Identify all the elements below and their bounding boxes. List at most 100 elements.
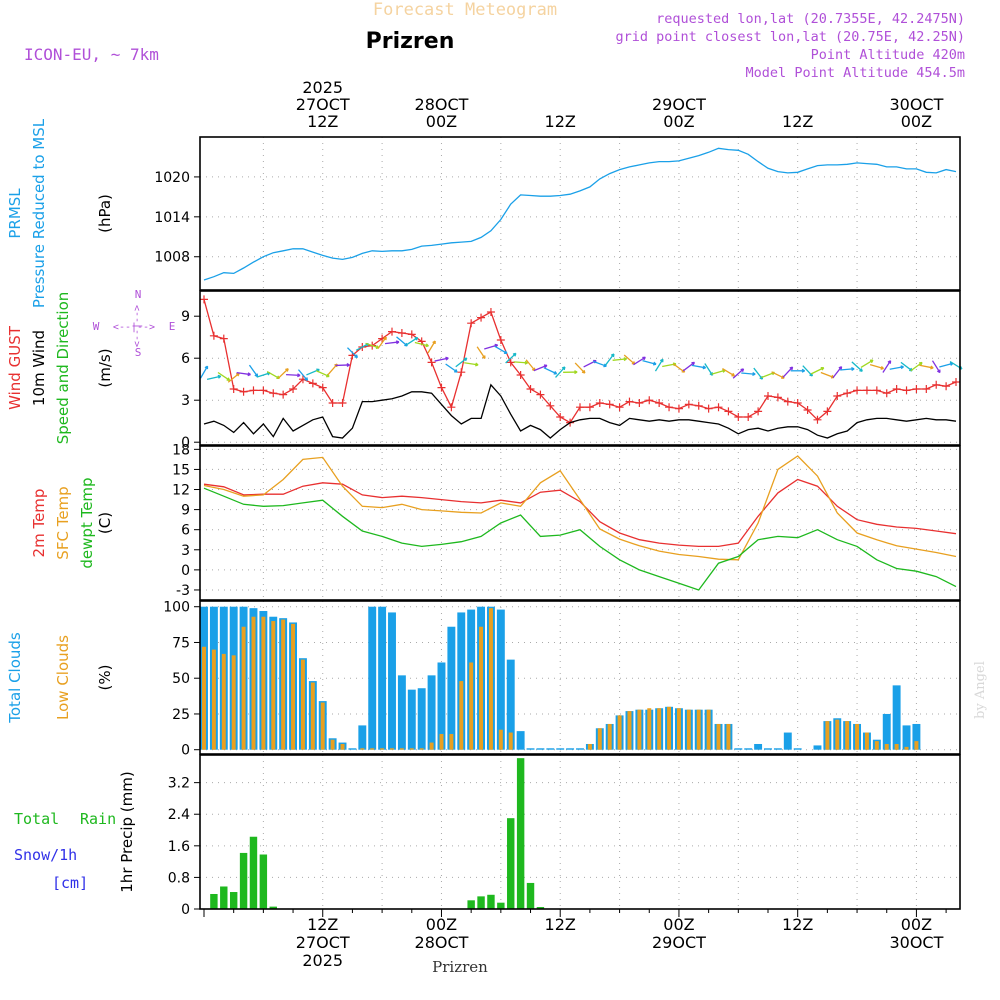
series-legend-label: Low Clouds: [54, 635, 72, 720]
wind-arrow-head: [217, 374, 222, 379]
y-tick-label: 2.4: [168, 807, 190, 823]
y-tick-label: 0: [181, 902, 190, 918]
gust-marker: [704, 404, 713, 413]
wind-direction-arrow: [266, 371, 280, 379]
wind-arrow-head: [930, 365, 934, 370]
wind-direction-arrow: [889, 366, 904, 370]
gust-marker: [853, 386, 862, 395]
header: Forecast Meteogram Prizren ICON-EU, ~ 7k…: [24, 0, 988, 976]
wind-direction-arrow: [604, 353, 615, 366]
low-cloud-bar: [488, 608, 493, 750]
low-cloud-bar: [320, 702, 325, 750]
total-cloud-bar: [516, 731, 525, 750]
wind-direction-arrow: [691, 364, 706, 369]
precip-bar: [210, 893, 218, 909]
gust-marker: [209, 331, 218, 340]
gust-marker: [744, 413, 753, 421]
low-cloud-bar: [835, 719, 840, 750]
panel-frame: [199, 754, 961, 910]
low-cloud-bar: [845, 721, 850, 750]
wind-direction-arrow: [753, 367, 763, 380]
author-signature: by Angel: [973, 661, 988, 719]
wind-direction-arrow: [543, 367, 557, 375]
wind-arrow-head: [454, 369, 458, 373]
gust-marker: [783, 397, 792, 406]
series-legend-label: dewpt Temp: [78, 477, 96, 568]
point-altitude: Point Altitude 420m: [811, 47, 965, 63]
wind-arrow-head: [731, 372, 735, 377]
wind-direction-arrow: [682, 361, 695, 372]
wind-arrow-head: [869, 359, 874, 364]
gust-marker: [259, 386, 268, 395]
low-cloud-bar: [617, 715, 622, 750]
series-legend-label: Total: [14, 810, 59, 828]
total-cloud-bar: [358, 725, 367, 750]
gust-marker: [338, 399, 347, 407]
y-tick-label: 1.6: [168, 839, 190, 855]
gust-marker: [457, 368, 466, 377]
y-axis-label: (%): [96, 665, 114, 691]
wind-arrow-head: [354, 354, 358, 359]
wind-direction-arrow: [476, 346, 486, 359]
time-label-bottom: 30OCT: [889, 933, 943, 952]
time-label-bottom: 27OCT: [296, 933, 350, 952]
wind-arrow-head: [432, 340, 436, 345]
y-tick-label: 15: [172, 462, 190, 478]
series-legend-label: Total Clouds: [6, 632, 24, 724]
total-cloud-bar: [734, 748, 743, 750]
wind-direction-arrow: [882, 360, 892, 373]
wind-arrow-head: [652, 361, 657, 366]
gust-marker: [833, 392, 842, 400]
low-cloud-bar: [904, 746, 909, 750]
wind-arrow-head: [752, 372, 756, 377]
gust-marker: [694, 401, 703, 410]
low-cloud-bar: [726, 723, 731, 750]
wind-direction-arrow: [910, 361, 923, 372]
chart-title: Forecast Meteogram: [373, 0, 557, 20]
low-cloud-bar: [508, 732, 513, 750]
gust-marker: [922, 385, 931, 393]
panels: 1008 1014 1020 (hPa) PRMSL Pressure Reduced t…: [6, 118, 963, 918]
wind-direction-arrow: [802, 365, 813, 377]
wind-arrow-head: [445, 356, 449, 361]
time-label-top: 00Z: [901, 112, 932, 131]
wind-direction-arrow: [869, 364, 884, 370]
total-cloud-bar: [576, 748, 584, 750]
gust-marker: [862, 386, 871, 395]
precip-bar: [269, 906, 277, 909]
wind-arrow-head: [880, 365, 885, 370]
wind-arrow-head: [543, 364, 548, 369]
total-cloud-bar: [368, 606, 377, 750]
low-cloud-bar: [884, 743, 889, 750]
gust-marker: [625, 397, 634, 406]
low-cloud-bar: [914, 741, 919, 750]
gust-marker: [605, 400, 614, 409]
time-label-top: 00Z: [663, 112, 694, 131]
wind-direction-arrow: [840, 368, 855, 371]
wind-direction-arrow: [199, 365, 209, 379]
time-label-top: 27OCT: [296, 95, 350, 114]
gust-marker: [229, 385, 238, 393]
wind-direction-arrow: [533, 364, 548, 372]
low-cloud-bar: [330, 739, 335, 750]
wind-arrow-head: [936, 369, 941, 374]
y-tick-label: 0: [181, 743, 190, 759]
total-cloud-bar: [912, 723, 921, 750]
low-cloud-bar: [281, 619, 286, 750]
gust-marker: [427, 358, 436, 367]
low-cloud-bar: [360, 748, 365, 750]
wind-direction-arrow: [525, 359, 536, 372]
wind-direction-arrow: [297, 369, 308, 381]
total-cloud-bar: [783, 732, 792, 750]
time-label-bottom: 29OCT: [652, 933, 706, 952]
wind-direction-arrow: [217, 371, 230, 381]
wind-direction-arrow: [347, 347, 358, 359]
total-cloud-bar: [407, 689, 416, 750]
low-cloud-bar: [399, 748, 404, 750]
time-label-top: 28OCT: [415, 95, 469, 114]
gust-marker: [546, 401, 555, 410]
panel-frame: [199, 600, 961, 755]
total-cloud-bar: [397, 675, 406, 750]
wind-direction-arrow: [505, 352, 517, 364]
gridpoint-location: grid point closest lon,lat (20.75E, 42.2…: [616, 29, 966, 45]
